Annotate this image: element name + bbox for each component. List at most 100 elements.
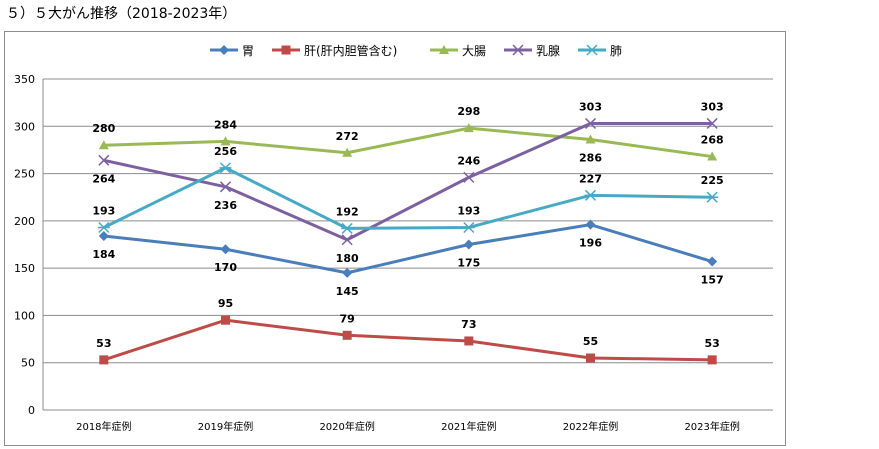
marker-star — [462, 221, 475, 234]
legend-label: 乳腺 — [536, 44, 560, 58]
series-line — [103, 223, 713, 275]
legend-item: 乳腺 — [504, 44, 560, 58]
data-label: 53 — [705, 337, 720, 350]
marker-square — [221, 315, 230, 325]
marker-x — [98, 154, 110, 166]
data-label: 227 — [579, 172, 602, 185]
marker-triangle — [342, 147, 353, 157]
data-label: 225 — [701, 174, 724, 187]
data-label: 192 — [336, 205, 359, 218]
data-label: 157 — [701, 274, 724, 287]
marker-diamond — [219, 45, 229, 55]
marker-triangle — [463, 123, 474, 133]
series-4: 264 236 180 246 303 303 — [92, 100, 723, 264]
data-label: 175 — [457, 257, 480, 270]
marker-triangle — [98, 140, 109, 150]
marker-square — [342, 330, 352, 340]
marker-star — [341, 222, 354, 234]
data-label: 303 — [579, 100, 602, 113]
legend-label: 胃 — [242, 44, 254, 58]
series-2: 53 95 79 73 55 53 — [96, 297, 720, 365]
marker-x — [512, 44, 524, 56]
series-line — [103, 166, 713, 230]
data-label: 184 — [92, 248, 115, 261]
data-label: 246 — [457, 154, 480, 167]
x-tick-label: 2021年症例 — [441, 420, 496, 433]
x-tick-label: 2019年症例 — [198, 420, 253, 433]
data-label: 298 — [457, 105, 480, 118]
x-tick-label: 2023年症例 — [684, 420, 739, 433]
marker-square — [586, 353, 595, 363]
data-label: 170 — [214, 261, 237, 274]
data-label: 256 — [214, 145, 237, 158]
data-label: 284 — [214, 118, 237, 131]
data-label: 272 — [336, 130, 359, 143]
y-tick-label: 200 — [14, 215, 35, 228]
marker-star — [706, 191, 719, 203]
y-tick-label: 50 — [21, 357, 35, 370]
data-label: 73 — [461, 318, 476, 331]
data-label: 193 — [92, 204, 115, 217]
y-tick-label: 150 — [14, 262, 35, 275]
legend-item: 胃 — [210, 44, 254, 58]
data-label: 264 — [92, 172, 115, 185]
marker-triangle — [439, 45, 449, 54]
series-line — [103, 121, 713, 242]
marker-diamond — [707, 256, 718, 267]
marker-diamond — [98, 230, 109, 241]
marker-x — [706, 117, 718, 129]
marker-triangle — [220, 136, 231, 146]
marker-triangle — [585, 134, 596, 144]
series-line — [103, 126, 713, 159]
data-label: 303 — [701, 100, 724, 113]
data-label: 286 — [579, 152, 602, 165]
marker-star — [584, 189, 597, 201]
legend-item: 大腸 — [430, 44, 486, 58]
marker-diamond — [463, 239, 474, 250]
marker-diamond — [585, 219, 596, 230]
marker-x — [463, 171, 475, 183]
data-label: 95 — [218, 297, 233, 310]
page-title: ５）５大がん推移（2018-2023年） — [6, 6, 237, 22]
data-label: 180 — [336, 252, 359, 265]
data-label: 79 — [340, 312, 355, 325]
marker-x — [584, 117, 597, 129]
data-label: 145 — [336, 285, 359, 298]
marker-star — [97, 221, 110, 234]
marker-triangle — [707, 151, 718, 161]
data-label: 280 — [92, 122, 115, 135]
y-tick-label: 350 — [14, 73, 35, 86]
data-label: 53 — [96, 337, 111, 350]
data-label: 236 — [214, 199, 237, 212]
data-label: 55 — [583, 335, 598, 348]
data-label: 268 — [701, 134, 724, 147]
marker-diamond — [342, 267, 353, 278]
line-chart: 0 50 100 150 200 250 300 350 2018年症例 2019年症例 2020年… — [14, 43, 773, 433]
series-3: 280 284 272 298 286 268 — [92, 105, 723, 164]
marker-square — [707, 355, 717, 365]
series-5: 193 256 192 193 227 225 — [92, 145, 724, 234]
marker-star — [586, 44, 598, 56]
data-label: 193 — [457, 204, 480, 217]
marker-x — [219, 181, 232, 193]
legend-label: 肝(肝内胆管含む) — [304, 43, 397, 58]
y-tick-label: 100 — [14, 309, 35, 322]
marker-diamond — [220, 244, 231, 255]
marker-square — [99, 355, 109, 365]
series-line — [103, 318, 713, 362]
data-label: 196 — [579, 237, 602, 250]
legend-item: 肝(肝内胆管含む) — [272, 43, 397, 58]
legend-item: 肺 — [578, 44, 622, 58]
marker-square — [464, 336, 474, 346]
legend-label: 大腸 — [462, 44, 486, 58]
y-tick-label: 250 — [14, 168, 35, 181]
chart-frame: 0 50 100 150 200 250 300 350 2018年症例 2019年症例 2020年… — [4, 31, 786, 446]
y-tick-label: 300 — [14, 120, 35, 133]
x-tick-label: 2020年症例 — [319, 420, 374, 433]
marker-star — [219, 162, 232, 174]
marker-x — [341, 234, 353, 246]
y-tick-label: 0 — [28, 404, 35, 417]
series-1: 184 170 145 175 196 157 — [92, 219, 724, 298]
legend: 胃 肝(肝内胆管含む) 大腸 乳腺 肺 — [210, 43, 622, 58]
marker-square — [281, 45, 291, 55]
